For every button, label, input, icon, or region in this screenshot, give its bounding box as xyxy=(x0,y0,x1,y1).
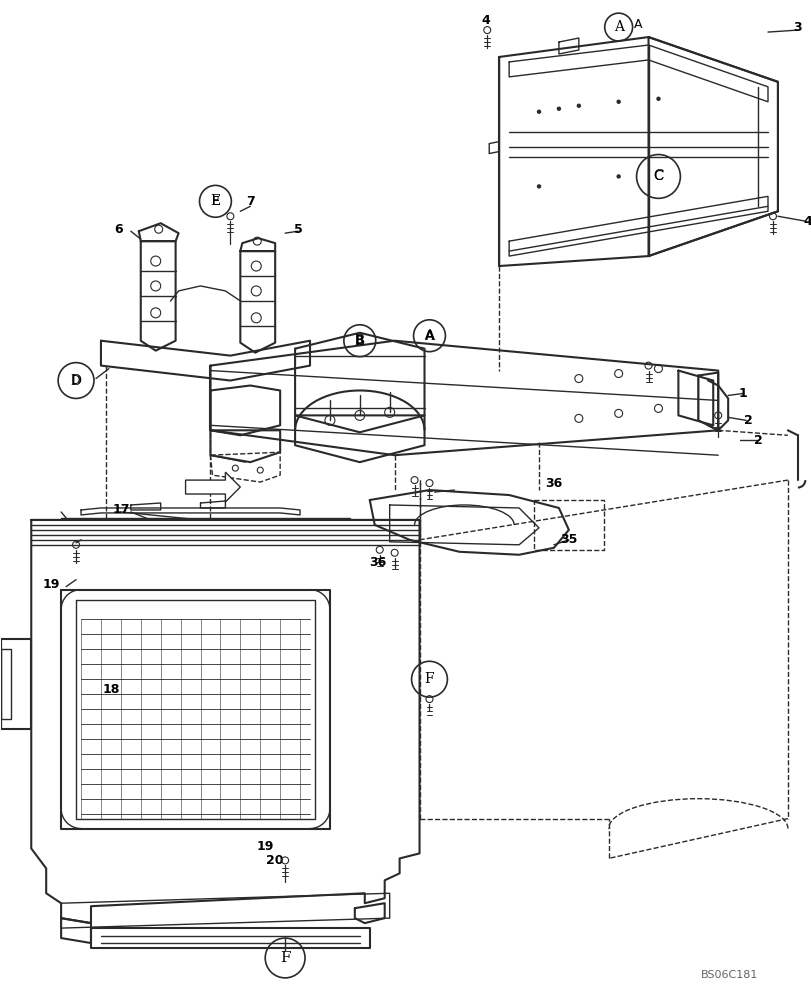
Text: 1: 1 xyxy=(738,387,747,400)
Text: A: A xyxy=(424,329,434,342)
Text: 36: 36 xyxy=(545,477,562,490)
Circle shape xyxy=(577,104,580,107)
Circle shape xyxy=(656,97,659,100)
Circle shape xyxy=(537,185,540,188)
Text: 36: 36 xyxy=(369,556,386,569)
Text: 4: 4 xyxy=(802,215,811,228)
Circle shape xyxy=(616,100,620,103)
Text: F: F xyxy=(424,672,434,686)
Text: B: B xyxy=(354,334,364,348)
Text: 19: 19 xyxy=(256,840,273,853)
Text: A: A xyxy=(633,18,642,31)
Text: E: E xyxy=(211,195,219,208)
Text: B: B xyxy=(354,334,364,347)
Circle shape xyxy=(616,175,620,178)
Text: BS06C181: BS06C181 xyxy=(700,970,757,980)
Text: 17: 17 xyxy=(112,503,130,516)
Polygon shape xyxy=(186,472,240,502)
Text: E: E xyxy=(210,194,221,208)
Text: D: D xyxy=(71,374,81,388)
Text: 18: 18 xyxy=(102,683,119,696)
Text: 3: 3 xyxy=(792,21,801,34)
Text: 7: 7 xyxy=(246,195,255,208)
Circle shape xyxy=(556,107,560,110)
Text: 4: 4 xyxy=(481,14,490,27)
Text: 19: 19 xyxy=(42,578,60,591)
Text: A: A xyxy=(424,329,434,343)
Text: A: A xyxy=(613,20,623,34)
Text: 35: 35 xyxy=(560,533,577,546)
Text: C: C xyxy=(653,169,663,183)
Text: FRONT: FRONT xyxy=(193,483,228,492)
Text: 5: 5 xyxy=(294,223,302,236)
Text: 2: 2 xyxy=(753,434,762,447)
Text: 2: 2 xyxy=(743,414,752,427)
Text: F: F xyxy=(280,951,290,965)
Text: C: C xyxy=(652,169,663,183)
Text: 20: 20 xyxy=(266,854,284,867)
Circle shape xyxy=(537,110,540,113)
Text: 6: 6 xyxy=(114,223,123,236)
Text: D: D xyxy=(71,374,81,387)
